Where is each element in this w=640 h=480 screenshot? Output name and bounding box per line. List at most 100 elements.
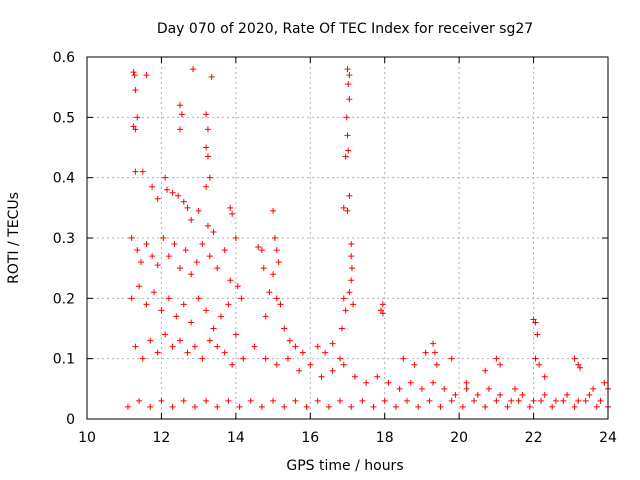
data-point: [318, 373, 325, 380]
data-point: [203, 183, 210, 190]
data-point: [515, 397, 522, 404]
data-point: [586, 391, 593, 398]
data-point: [143, 241, 150, 248]
data-point: [214, 403, 221, 410]
data-point: [130, 69, 137, 76]
data-point: [350, 301, 357, 308]
data-point: [337, 355, 344, 362]
axis-ticks: 10 12 14 16 18 20 22 24 0 0.1 0.2 0.3 0.4 0.5 0.6: [53, 50, 617, 446]
data-point: [184, 349, 191, 356]
data-point: [485, 385, 492, 392]
data-point: [474, 391, 481, 398]
data-point: [526, 403, 533, 410]
data-point: [251, 343, 258, 350]
data-point: [493, 397, 500, 404]
data-point: [173, 313, 180, 320]
data-point: [178, 111, 185, 118]
x-tick-label: 16: [301, 430, 319, 446]
data-point: [497, 391, 504, 398]
data-point: [575, 361, 582, 368]
data-point: [292, 397, 299, 404]
y-tick-label: 0.6: [53, 50, 75, 66]
data-point: [441, 385, 448, 392]
data-point: [160, 235, 167, 241]
y-tick-label: 0.2: [53, 291, 75, 307]
data-point: [236, 403, 243, 410]
data-point: [404, 397, 411, 404]
data-point: [430, 379, 437, 386]
data-point: [154, 195, 161, 202]
data-point: [175, 192, 182, 199]
data-point: [482, 403, 489, 410]
data-point: [448, 355, 455, 362]
data-point: [136, 283, 143, 290]
y-tick-label: 0.3: [53, 231, 75, 247]
data-point: [162, 331, 169, 338]
data-point: [538, 397, 545, 404]
data-point: [342, 307, 349, 314]
data-point: [177, 337, 184, 344]
y-tick-label: 0.5: [53, 110, 75, 126]
data-point: [286, 337, 293, 344]
data-point: [240, 355, 247, 362]
data-point: [210, 325, 217, 332]
data-point: [177, 102, 184, 109]
data-point: [346, 289, 353, 296]
data-point: [171, 241, 178, 248]
data-point: [139, 355, 146, 362]
data-point: [536, 361, 543, 368]
data-point: [532, 319, 539, 326]
data-point: [158, 307, 165, 314]
x-tick-label: 10: [78, 430, 96, 446]
data-point: [229, 361, 236, 368]
data-point: [345, 81, 352, 88]
data-point: [411, 361, 418, 368]
data-point: [229, 210, 236, 217]
data-point: [206, 337, 213, 344]
data-point: [511, 385, 518, 392]
data-point: [136, 397, 143, 404]
data-point: [519, 391, 526, 398]
data-point: [430, 340, 437, 347]
data-point: [379, 310, 386, 317]
data-point: [325, 403, 332, 410]
y-tick-label: 0.4: [53, 171, 75, 187]
data-point: [344, 132, 351, 139]
data-point: [346, 192, 353, 199]
data-point: [532, 355, 539, 362]
data-point: [560, 397, 567, 404]
data-point: [292, 343, 299, 350]
data-point: [134, 247, 141, 254]
data-point: [131, 72, 138, 79]
data-point: [169, 189, 176, 196]
data-point: [277, 301, 284, 308]
data-point: [493, 355, 500, 362]
data-point: [407, 379, 414, 386]
data-point: [273, 247, 280, 254]
data-point: [128, 295, 135, 302]
data-point: [582, 397, 589, 404]
data-point: [206, 174, 213, 181]
data-point: [154, 349, 161, 356]
data-point: [346, 72, 353, 79]
data-point: [530, 397, 537, 404]
data-point: [143, 301, 150, 308]
data-point: [191, 403, 198, 410]
data-point: [426, 397, 433, 404]
data-point: [190, 66, 197, 73]
data-point: [204, 222, 211, 229]
data-point: [137, 259, 144, 266]
x-tick-label: 12: [153, 430, 171, 446]
data-point: [270, 271, 277, 278]
data-point: [262, 313, 269, 320]
data-point: [134, 114, 141, 121]
data-point: [541, 373, 548, 380]
data-point: [247, 397, 254, 404]
data-point: [214, 265, 221, 272]
data-point: [575, 397, 582, 404]
data-point: [273, 361, 280, 368]
data-point: [344, 207, 351, 214]
data-point: [374, 373, 381, 380]
chart-title: Day 070 of 2020, Rate Of TEC Index for r…: [157, 21, 533, 37]
